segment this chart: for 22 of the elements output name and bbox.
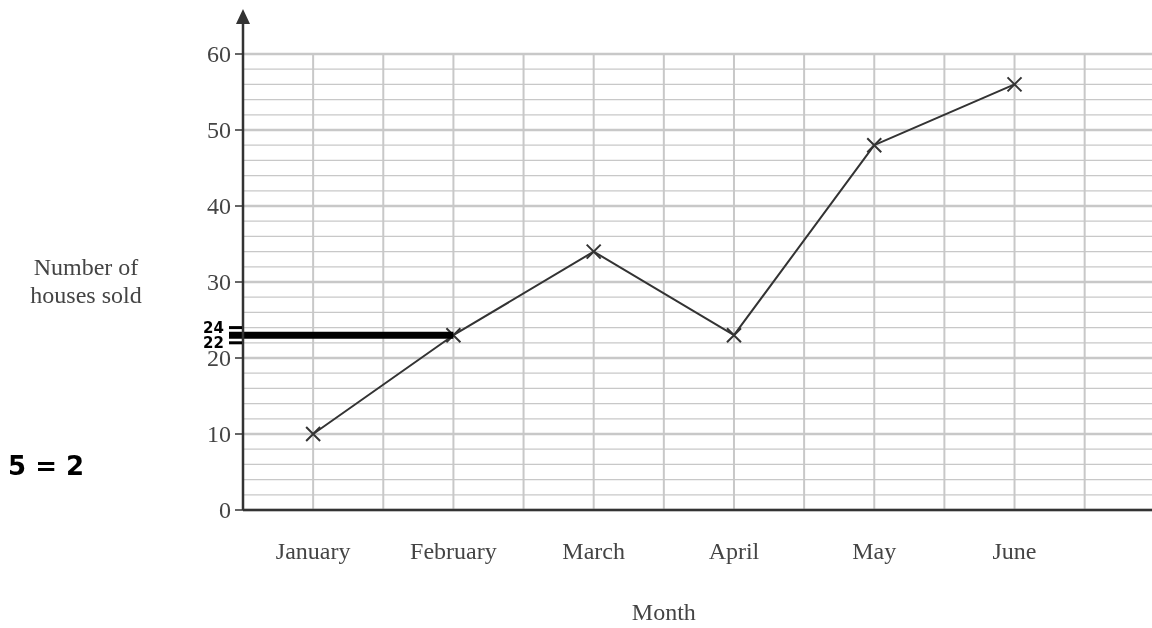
x-tick-label: June xyxy=(992,538,1037,564)
x-tick-label: February xyxy=(410,538,497,564)
x-tick-label: May xyxy=(852,538,897,564)
x-tick-label: March xyxy=(562,538,626,564)
x-tick-label: January xyxy=(275,538,351,564)
y-tick-label: 30 xyxy=(207,269,231,296)
text: 5 = 2 xyxy=(8,451,85,481)
point xyxy=(445,327,462,344)
y-tick-label: 0 xyxy=(219,497,231,524)
y-tick-label: 60 xyxy=(207,41,231,68)
x-tick-label: April xyxy=(708,538,760,564)
point xyxy=(725,327,742,344)
y-axis-title: Number of houses sold xyxy=(30,254,142,308)
point xyxy=(866,137,883,154)
text: 24 xyxy=(203,318,224,337)
point xyxy=(305,426,322,442)
x-axis-title: Month xyxy=(631,599,696,625)
point xyxy=(585,243,602,260)
y-tick-label: 40 xyxy=(207,193,231,220)
y-tick-label: 50 xyxy=(207,117,231,144)
y-tick-label: 10 xyxy=(207,421,231,448)
point xyxy=(1006,76,1023,93)
